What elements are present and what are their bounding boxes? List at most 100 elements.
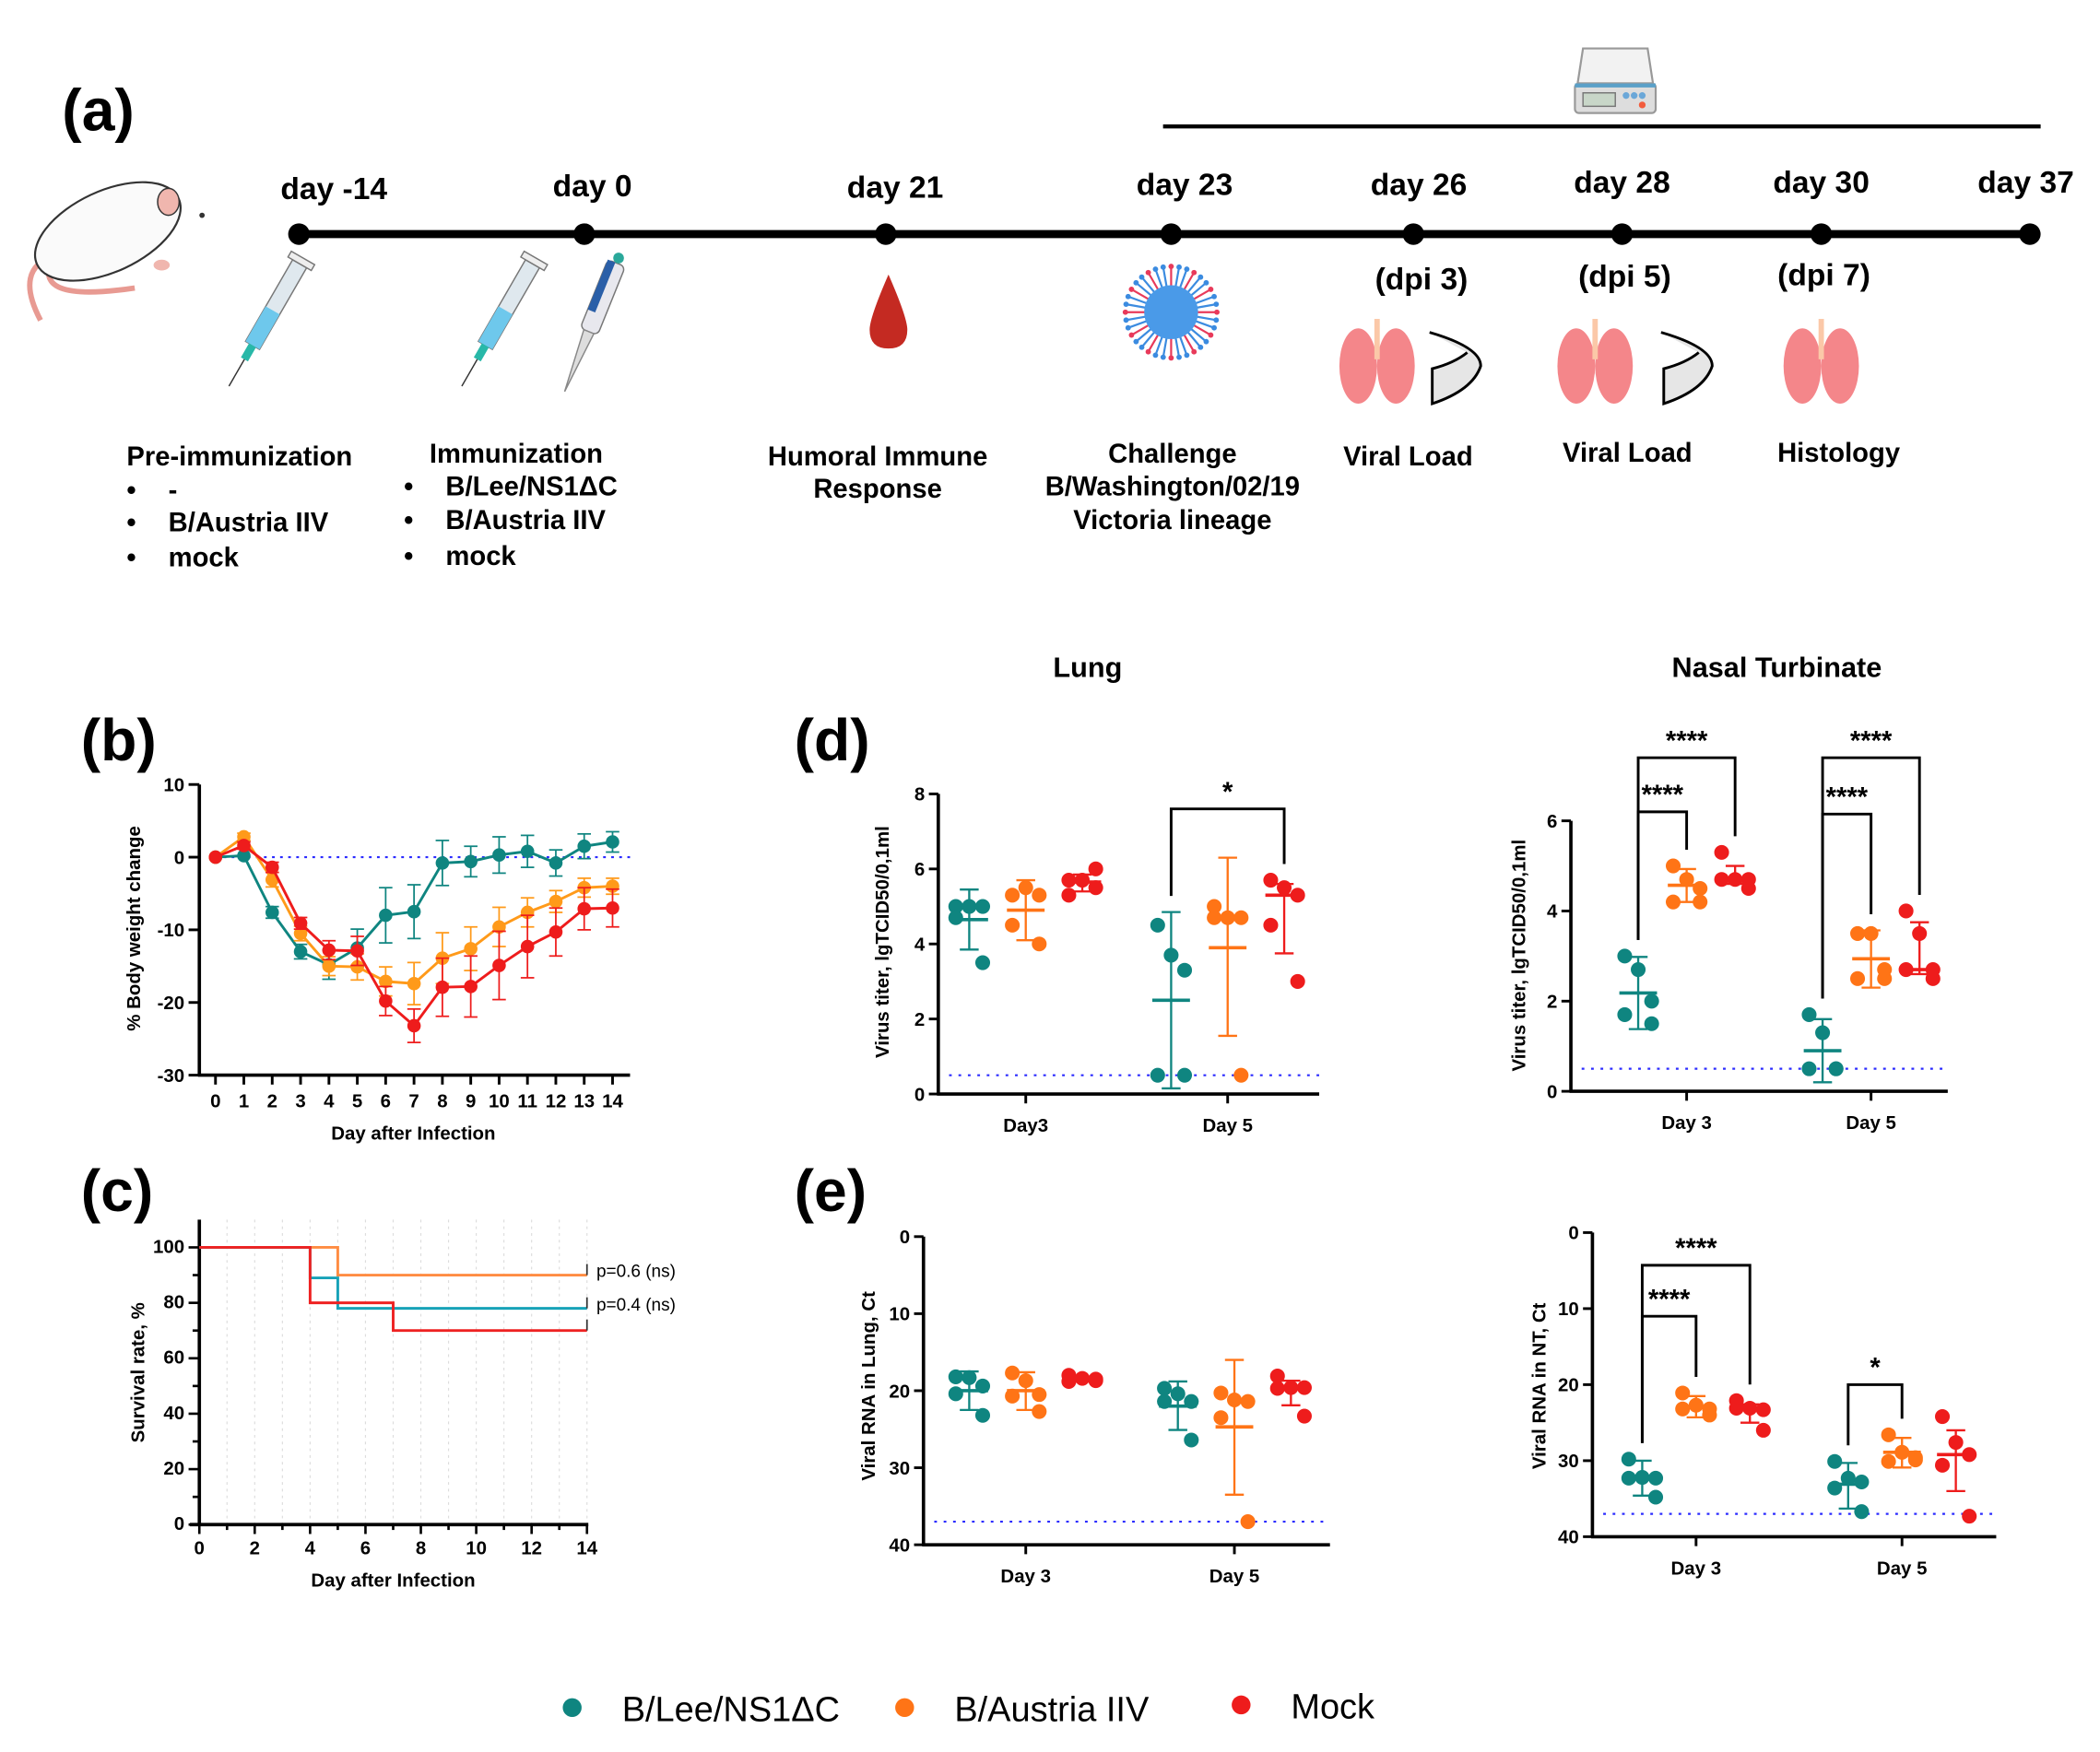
data-point <box>1621 1470 1636 1486</box>
data-point <box>1693 880 1708 897</box>
challenge-label: B/Washington/02/19 <box>1045 472 1300 501</box>
x-tick-label: Day 5 <box>1209 1566 1260 1587</box>
series-Mock <box>208 839 619 1043</box>
p-value-label: p=0.6 (ns) <box>596 1263 676 1282</box>
group-Mock <box>1263 873 1305 989</box>
nasal-turbinate-icon <box>1660 331 1714 406</box>
significance-label: **** <box>1850 726 1893 756</box>
group-Mock <box>1898 903 1941 986</box>
virus-spike-tip <box>1145 348 1151 355</box>
data-point <box>948 899 963 914</box>
survival-chart: 0 20 40 60 80 100 0 2 4 6 8 10 12 14 p=0.6 (ns) p=0.4 (… <box>127 1219 676 1591</box>
data-point <box>293 945 308 958</box>
data-point <box>237 839 251 852</box>
data-point <box>1693 894 1708 910</box>
data-point <box>1850 925 1866 941</box>
dpi-label: (dpi 5) <box>1578 260 1671 294</box>
virus-spike-tip <box>1152 352 1159 359</box>
immunization-item: B/Austria IIV <box>445 506 606 535</box>
data-point <box>1263 873 1279 888</box>
data-point <box>1157 1381 1173 1396</box>
data-point <box>1863 925 1879 941</box>
x-tick-label: 2 <box>267 1091 277 1112</box>
humoral-label: Response <box>813 475 942 504</box>
data-point <box>208 850 223 864</box>
legend-label: Mock <box>1291 1687 1375 1726</box>
x-tick-label: Day 3 <box>1671 1558 1722 1579</box>
group-Mock <box>1061 1368 1103 1389</box>
data-point <box>1840 1470 1856 1486</box>
group-B/Austria IIV <box>1850 925 1893 989</box>
survival-curve-B/Lee/NS1ΔC <box>199 1246 587 1311</box>
day-label: day 30 <box>1773 166 1870 200</box>
y-tick-label: 0 <box>174 1513 184 1534</box>
data-point <box>1240 1514 1256 1530</box>
y-tick-label: 4 <box>1547 901 1558 923</box>
y-tick-label: 40 <box>163 1403 184 1424</box>
x-tick-label: 14 <box>602 1091 623 1112</box>
data-point <box>350 944 364 958</box>
lungs-icon <box>1783 319 1859 405</box>
significance-label: **** <box>1826 783 1869 813</box>
data-point <box>1088 1371 1103 1387</box>
data-point <box>1854 1504 1870 1520</box>
virus-spike-tip <box>1191 269 1197 276</box>
data-point <box>1827 1480 1843 1496</box>
nasal-turbinate-icon <box>1429 331 1482 406</box>
data-point <box>1647 1470 1664 1486</box>
data-point <box>379 908 393 923</box>
virus-spike-tip <box>1214 309 1220 315</box>
data-point <box>1755 1402 1771 1417</box>
day-label: day 23 <box>1137 169 1233 203</box>
data-point <box>1213 1410 1229 1426</box>
virus-spike-tip <box>1145 269 1151 276</box>
virus-spike-tip <box>1123 317 1129 323</box>
group-B/Austria IIV <box>1665 858 1708 910</box>
virus-spike-tip <box>1122 309 1128 315</box>
data-point <box>974 899 991 914</box>
y-axis-title: % Body weight change <box>124 826 145 1031</box>
timeline-dot <box>1810 223 1833 245</box>
data-point <box>464 942 478 956</box>
group-B/Lee/NS1ΔC <box>1150 911 1193 1090</box>
data-point <box>1925 970 1941 986</box>
x-tick-label: 8 <box>437 1091 447 1112</box>
immunization-title: Immunization <box>430 440 603 469</box>
group-Mock <box>1714 844 1756 897</box>
virus-spike-tip <box>1138 274 1145 280</box>
data-point <box>1962 1509 1977 1524</box>
data-point <box>350 959 364 974</box>
data-point <box>435 856 450 870</box>
x-tick-label: Day 5 <box>1846 1112 1896 1134</box>
data-point <box>1714 844 1729 860</box>
group-B/Lee/NS1ΔC <box>1617 948 1659 1031</box>
histology-label: Histology <box>1777 439 1901 468</box>
significance-bracket <box>1636 810 1689 940</box>
group-B/Lee/NS1ΔC <box>1621 1452 1664 1505</box>
virus-spike-tip <box>1168 264 1174 270</box>
data-point <box>435 980 450 994</box>
data-point <box>1176 1067 1193 1083</box>
x-tick-label: Day 5 <box>1202 1115 1253 1136</box>
data-point <box>1665 858 1681 874</box>
data-point <box>1962 1447 1977 1463</box>
data-point <box>379 994 393 1008</box>
y-axis-title: Virus titer, lgTCID50/0,1ml <box>872 826 893 1058</box>
data-point <box>1742 1400 1758 1417</box>
data-point <box>1005 888 1021 903</box>
group-B/Austria IIV <box>1675 1385 1717 1423</box>
data-point <box>492 920 506 935</box>
data-point <box>1688 1397 1704 1413</box>
data-point <box>265 860 279 875</box>
x-tick-label: Day 5 <box>1877 1558 1928 1579</box>
data-point <box>1617 1006 1633 1022</box>
group-Mock <box>1269 1369 1312 1424</box>
group-Mock <box>1934 1409 1977 1524</box>
data-point <box>1854 1474 1870 1490</box>
data-point <box>1061 873 1077 888</box>
data-point <box>577 839 592 853</box>
x-tick-label: 6 <box>381 1091 391 1112</box>
data-point <box>1801 1006 1817 1022</box>
data-point <box>1934 1409 1951 1425</box>
